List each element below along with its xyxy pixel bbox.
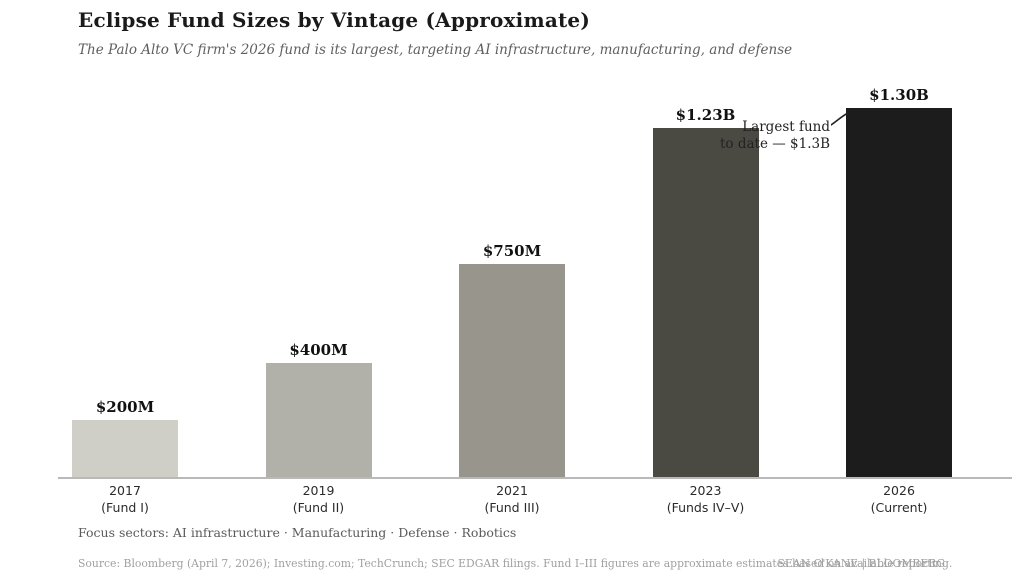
- chart-subtitle: The Palo Alto VC firm's 2026 fund is its…: [78, 42, 793, 58]
- tick-label-2023: 2023 (Funds IV–V): [666, 483, 745, 515]
- bar-2021: [459, 264, 565, 477]
- credit-watermark: SEAN O'KANE | BLOOMBERG: [777, 557, 945, 570]
- tick-label-2019: 2019 (Fund II): [292, 483, 345, 515]
- bar-2017: [72, 420, 178, 477]
- bar-value-label-2019: $400M: [289, 341, 348, 359]
- source-attribution: Source: Bloomberg (April 7, 2026); Inves…: [78, 557, 953, 570]
- bar-value-label-2026: $1.30B: [869, 86, 929, 104]
- annotation-line2: to date — $1.3B: [719, 136, 830, 152]
- bar-2023: [652, 128, 759, 477]
- bar-2019: [265, 363, 372, 477]
- tick-label-2021: 2021 (Fund III): [484, 483, 540, 515]
- x-axis-line: [58, 477, 1012, 479]
- annotation-line1: Largest fund: [742, 119, 830, 135]
- tick-label-2026: 2026 (Current): [870, 483, 928, 515]
- chart-title: Eclipse Fund Sizes by Vintage (Approxima…: [78, 8, 591, 32]
- bar-2026: [846, 108, 952, 477]
- bar-value-label-2017: $200M: [95, 398, 155, 416]
- bar-value-label-2023: $1.23B: [675, 106, 736, 124]
- bar-value-label-2021: $750M: [482, 242, 542, 260]
- largest-fund-annotation: Largest fund to date — $1.3B: [720, 119, 830, 153]
- annotation-arrow-line: [831, 112, 849, 126]
- tick-label-2017: 2017 (Fund I): [101, 483, 149, 515]
- focus-sectors-line: Focus sectors: AI infrastructure · Manuf…: [78, 525, 517, 540]
- plot-area: $200M $400M $750M $1.23B $1.30B: [72, 86, 952, 477]
